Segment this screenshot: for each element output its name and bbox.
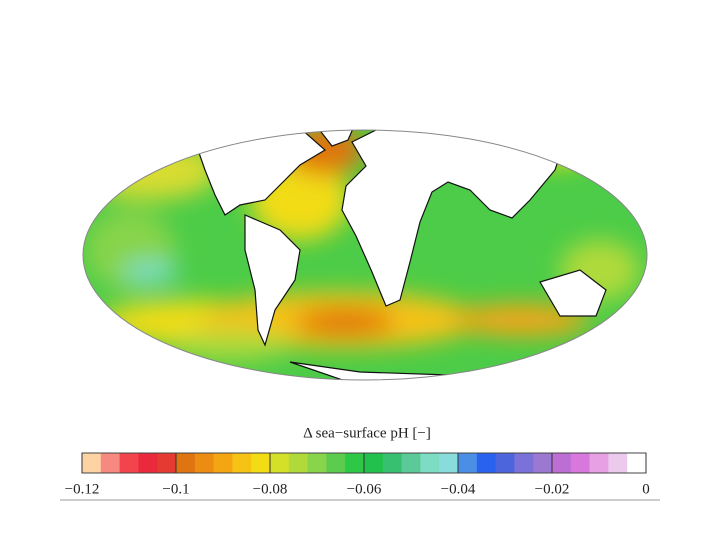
colorbar-segment bbox=[213, 453, 233, 473]
colorbar-segment bbox=[382, 453, 403, 473]
colorbar-segment bbox=[420, 453, 440, 473]
colorbar-segment bbox=[627, 453, 647, 473]
colorbar-segment bbox=[570, 453, 591, 473]
colorbar-tick-label: 0 bbox=[642, 481, 650, 497]
colorbar-segment bbox=[552, 453, 572, 473]
colorbar-segment bbox=[439, 453, 459, 473]
colorbar-segment bbox=[100, 453, 121, 473]
colorbar-segment bbox=[176, 453, 196, 473]
colorbar-label: Δ sea−surface pH [−] bbox=[303, 425, 431, 441]
colorbar-segment bbox=[458, 453, 478, 473]
colorbar-segment bbox=[307, 453, 327, 473]
colorbar-segment bbox=[157, 453, 177, 473]
colorbar-segment bbox=[364, 453, 384, 473]
colorbar-segment bbox=[119, 453, 139, 473]
colorbar-tick-label: −0.08 bbox=[253, 481, 288, 497]
colorbar-segment bbox=[82, 453, 102, 473]
colorbar-tick-label: −0.06 bbox=[347, 481, 382, 497]
colorbar-segment bbox=[401, 453, 421, 473]
colorbar-tick-label: −0.02 bbox=[535, 481, 570, 497]
colorbar-tick-label: −0.12 bbox=[65, 481, 100, 497]
colorbar-segment bbox=[345, 453, 365, 473]
colorbar-segment bbox=[326, 453, 346, 473]
colorbar-segment bbox=[476, 453, 497, 473]
colorbar-segment bbox=[288, 453, 309, 473]
colorbar-segment bbox=[270, 453, 290, 473]
map bbox=[83, 130, 647, 380]
colorbar-segment bbox=[608, 453, 628, 473]
colorbar-segment bbox=[138, 453, 158, 473]
colorbar-segment bbox=[533, 453, 553, 473]
map-outline bbox=[82, 129, 648, 381]
colorbar-segment bbox=[514, 453, 534, 473]
colorbar: −0.12 −0.1 −0.08 −0.06 −0.04 −0.02 0 bbox=[65, 452, 650, 497]
colorbar-tick-label: −0.1 bbox=[162, 481, 189, 497]
colorbar-segment bbox=[194, 453, 215, 473]
colorbar-segment bbox=[232, 453, 252, 473]
colorbar-tick-label: −0.04 bbox=[441, 481, 476, 497]
colorbar-segment bbox=[495, 453, 515, 473]
colorbar-segment bbox=[251, 453, 271, 473]
colorbar-segment bbox=[589, 453, 609, 473]
